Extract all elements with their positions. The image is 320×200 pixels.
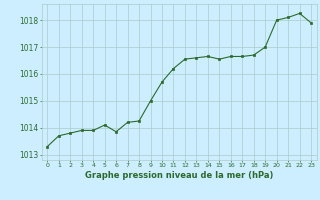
X-axis label: Graphe pression niveau de la mer (hPa): Graphe pression niveau de la mer (hPa) (85, 171, 273, 180)
